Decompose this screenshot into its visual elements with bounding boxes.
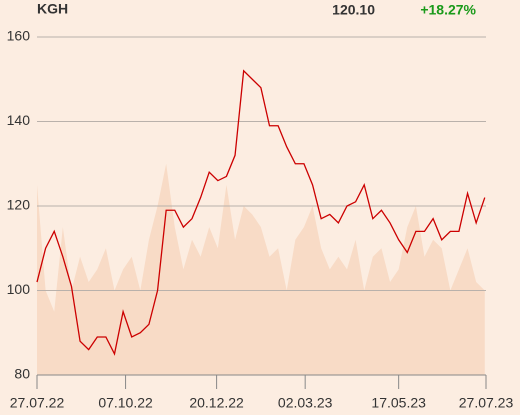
x-tick-label: 02.03.23	[278, 395, 333, 411]
price: 120.10	[332, 2, 375, 18]
symbol: KGH	[37, 1, 68, 17]
y-tick-label: 120	[7, 197, 31, 213]
change: +18.27%	[420, 2, 476, 18]
price-line	[36, 69, 486, 356]
y-tick-label: 100	[7, 281, 31, 297]
x-tick-label: 17.05.23	[371, 395, 426, 411]
y-tick-label: 160	[7, 28, 31, 44]
x-tick-label: 27.07.22	[10, 395, 65, 411]
x-tick-label: 20.12.22	[189, 395, 244, 411]
x-tick-label: 07.10.22	[98, 395, 153, 411]
y-tick-label: 140	[7, 112, 31, 128]
volume-area	[37, 163, 485, 375]
x-tick-label: 27.07.23	[459, 395, 514, 411]
y-tick-label: 80	[14, 366, 30, 382]
